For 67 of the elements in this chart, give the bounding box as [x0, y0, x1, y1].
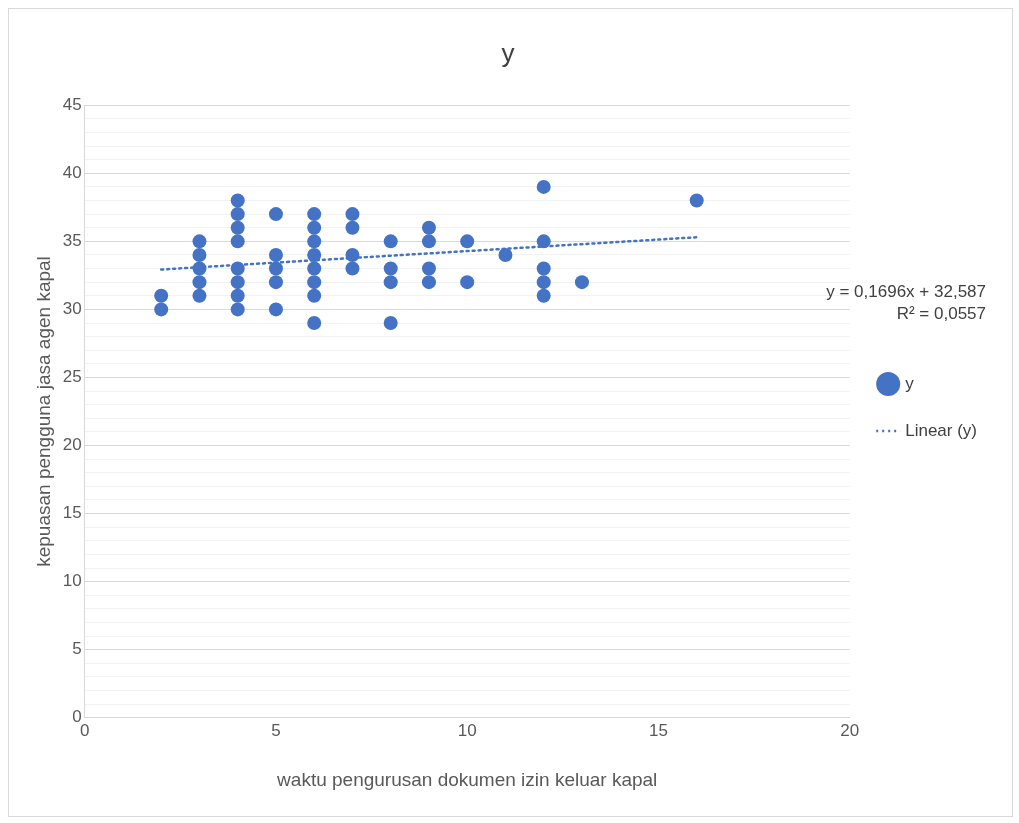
point	[307, 316, 322, 331]
y-tick-label: 10	[62, 571, 82, 591]
point	[689, 193, 704, 208]
point	[307, 247, 322, 262]
x-axis-title: waktu pengurusan dokumen izin keluar kapal	[276, 768, 658, 790]
y-tick-label: 0	[72, 707, 82, 727]
point	[345, 220, 360, 235]
point	[345, 207, 360, 222]
point	[307, 207, 322, 222]
point	[268, 247, 283, 262]
point	[421, 220, 436, 235]
point	[230, 193, 245, 208]
point	[230, 275, 245, 290]
point	[230, 234, 245, 249]
x-tick-label: 10	[457, 720, 477, 740]
point	[383, 275, 398, 290]
point	[268, 207, 283, 222]
point	[421, 234, 436, 249]
point	[307, 220, 322, 235]
y-tick-label: 25	[62, 367, 82, 387]
point	[383, 261, 398, 276]
point	[230, 207, 245, 222]
y-tick-label: 5	[72, 639, 82, 659]
point	[192, 234, 207, 249]
point	[536, 261, 551, 276]
annotation: y = 0,1696x + 32,587	[826, 281, 986, 301]
y-tick-label: 15	[62, 503, 82, 523]
text: R² = 0,0557	[896, 303, 986, 323]
point	[460, 234, 475, 249]
point	[307, 275, 322, 290]
point	[421, 261, 436, 276]
y-tick-label: 35	[62, 231, 82, 251]
point	[230, 220, 245, 235]
point	[307, 261, 322, 276]
x-tick-label: 5	[271, 720, 281, 740]
point	[421, 275, 436, 290]
point	[536, 275, 551, 290]
point	[230, 288, 245, 303]
y-tick-label: 45	[62, 94, 82, 114]
point	[268, 261, 283, 276]
point	[536, 288, 551, 303]
point	[154, 302, 169, 317]
point	[383, 234, 398, 249]
x-tick-label: 20	[840, 720, 860, 740]
x-tick-label: 15	[648, 720, 668, 740]
point	[498, 247, 513, 262]
point	[307, 234, 322, 249]
point	[383, 316, 398, 331]
point	[345, 261, 360, 276]
y-tick-label: 40	[62, 162, 82, 182]
point	[154, 288, 169, 303]
point	[460, 275, 475, 290]
y-axis-title: kepuasan pengguna jasa agen kapal	[32, 256, 54, 567]
point	[536, 179, 551, 194]
point	[230, 302, 245, 317]
y-tick-label: 20	[62, 435, 82, 455]
point	[268, 302, 283, 317]
legend-label: y	[905, 373, 915, 393]
point	[268, 275, 283, 290]
point	[307, 288, 322, 303]
point	[192, 288, 207, 303]
chart-title: y	[501, 37, 515, 68]
point	[192, 247, 207, 262]
point	[574, 275, 589, 290]
y-tick-label: 30	[62, 299, 82, 319]
legend-label: Linear (y)	[905, 420, 978, 440]
point	[192, 275, 207, 290]
